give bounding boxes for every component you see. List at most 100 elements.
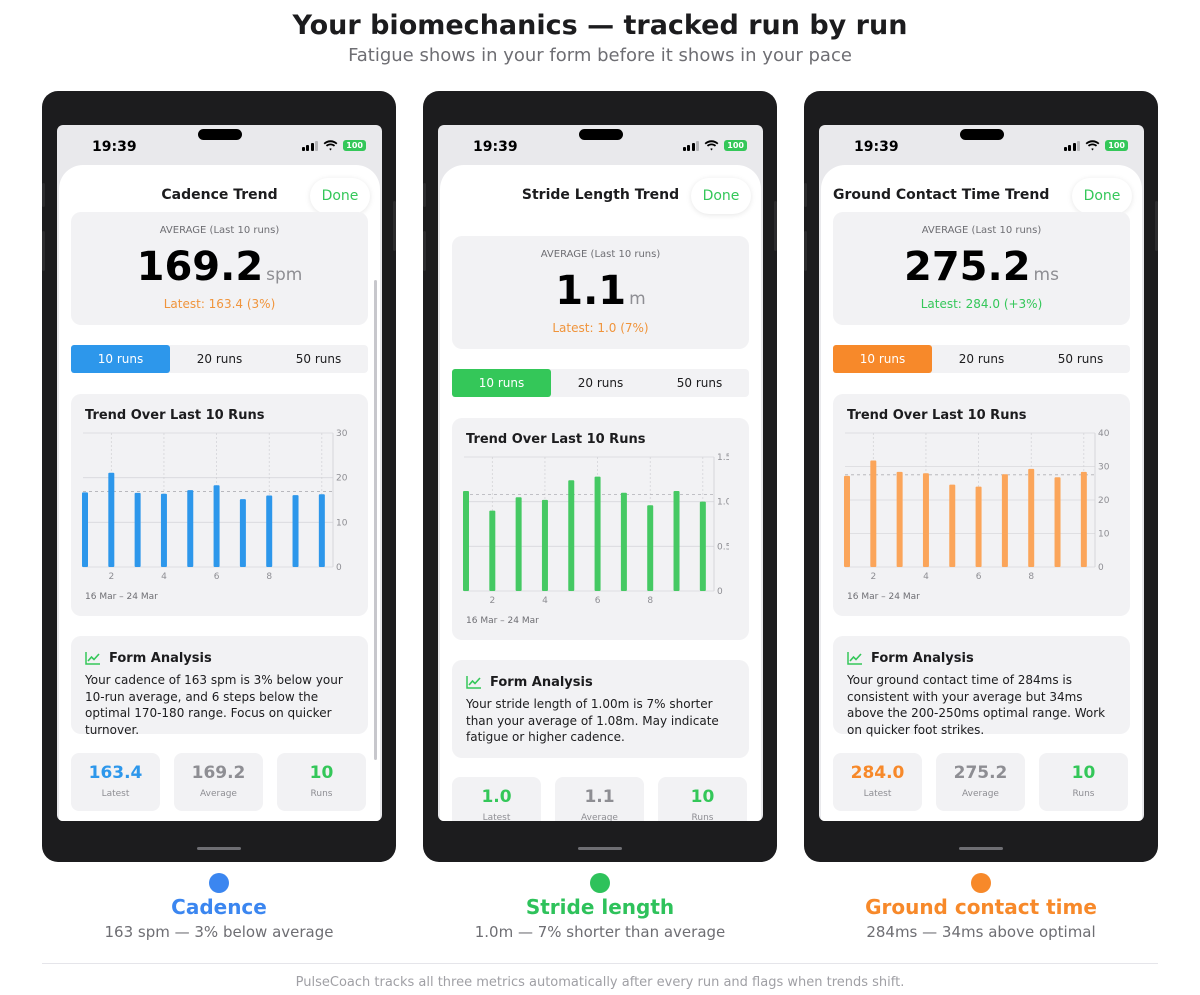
average-value: 1.1 m xyxy=(452,268,749,314)
average-value: 169.2 spm xyxy=(71,244,368,290)
form-analysis-text: Your ground contact time of 284ms is con… xyxy=(847,673,1106,737)
bar-run-10 xyxy=(1080,471,1087,567)
phone-power-button xyxy=(1155,201,1158,251)
footer-divider xyxy=(42,963,1158,964)
cellular-signal-icon xyxy=(682,140,700,151)
x-tick-label: 6 xyxy=(976,572,982,582)
modal-sheet: Stride Length Trend Done AVERAGE (Last 10 … xyxy=(440,165,761,821)
legend-metric-name: Stride length xyxy=(525,895,675,919)
y-tick-label: 200 xyxy=(336,474,348,484)
tab-50-runs[interactable]: 50 runs xyxy=(676,376,723,390)
trend-chart-card: Trend Over Last 10 Runs 0 100 200 300 2 4 6 8 16 … xyxy=(71,394,368,616)
bar-run-5 xyxy=(187,490,194,567)
latest-change: Latest: 284.0 (+3%) xyxy=(920,297,1043,311)
chart-title: Trend Over Last 10 Runs xyxy=(85,408,265,423)
phone-side-button xyxy=(804,183,807,207)
legend-metric-name: Ground contact time xyxy=(865,895,1097,919)
status-bar: 19:39 100 xyxy=(438,125,763,165)
average-card: AVERAGE (Last 10 runs) 169.2 spm Latest: 16… xyxy=(71,212,368,325)
tab-20-runs[interactable]: 20 runs xyxy=(577,376,624,390)
form-analysis-card: Form Analysis Your cadence of 163 spm is … xyxy=(71,636,368,737)
chart-title: Trend Over Last 10 Runs xyxy=(847,408,1027,423)
trend-bar-chart: 0 0.5 1.0 1.5 2 4 6 8 xyxy=(463,453,729,606)
chart-date-range: 16 Mar – 24 Mar xyxy=(847,592,920,602)
tab-10-runs[interactable]: 10 runs xyxy=(833,345,932,373)
stat-value: 169.2 xyxy=(191,763,246,783)
modal-sheet: Cadence Trend Done AVERAGE (Last 10 runs) 1… xyxy=(59,165,380,821)
average-label: AVERAGE (Last 10 runs) xyxy=(921,225,1042,236)
done-button[interactable]: Done xyxy=(691,178,751,214)
battery-icon: 100 xyxy=(1105,140,1128,151)
status-icons: 100 xyxy=(682,140,747,151)
footer-note: PulseCoach tracks all three metrics auto… xyxy=(295,975,905,990)
latest-change: Latest: 1.0 (7%) xyxy=(552,321,649,335)
stat-label: Average xyxy=(200,789,237,799)
trend-bar-chart: 0 100 200 300 400 2 4 6 8 xyxy=(844,429,1110,582)
sheet-title: Stride Length Trend xyxy=(521,187,680,203)
stat-value: 275.2 xyxy=(953,763,1008,783)
tab-10-runs[interactable]: 10 runs xyxy=(452,369,551,397)
x-tick-label: 4 xyxy=(542,596,548,606)
status-time: 19:39 xyxy=(473,139,518,155)
legend-dot xyxy=(971,873,991,893)
tab-20-runs[interactable]: 20 runs xyxy=(958,352,1005,366)
dynamic-island xyxy=(197,129,242,140)
bar-run-3 xyxy=(515,497,522,591)
average-number: 275.2 xyxy=(904,244,1031,290)
x-tick-label: 4 xyxy=(161,572,167,582)
average-label: AVERAGE (Last 10 runs) xyxy=(540,249,661,260)
phone-side-button xyxy=(804,231,807,271)
battery-icon: 100 xyxy=(724,140,747,151)
scroll-indicator[interactable] xyxy=(374,280,377,760)
y-tick-label: 300 xyxy=(1098,463,1110,473)
stat-value: 10 xyxy=(309,763,334,783)
sheet-title: Cadence Trend xyxy=(161,187,278,203)
stat-value: 1.1 xyxy=(584,787,615,807)
bar-run-8 xyxy=(1028,468,1035,567)
trend-chart-icon xyxy=(85,652,100,665)
bar-run-4 xyxy=(541,499,548,591)
bar-run-6 xyxy=(213,485,220,567)
page-headline: Your biomechanics — tracked run by run xyxy=(292,10,908,41)
tab-50-runs[interactable]: 50 runs xyxy=(295,352,342,366)
form-analysis-text: Your cadence of 163 spm is 3% below your… xyxy=(85,673,343,737)
average-unit: spm xyxy=(266,265,303,285)
phone-side-button xyxy=(42,183,45,207)
wifi-icon xyxy=(704,140,719,151)
done-button[interactable]: Done xyxy=(310,178,370,214)
stat-label: Runs xyxy=(310,789,333,799)
average-label: AVERAGE (Last 10 runs) xyxy=(159,225,280,236)
y-tick-label: 1.0 xyxy=(717,498,729,508)
phone-mockup: 19:39 100 Cadence Trend Done AVERAGE (Last 1… xyxy=(42,91,396,862)
y-tick-label: 0.5 xyxy=(717,542,729,552)
average-card: AVERAGE (Last 10 runs) 275.2 ms Latest: 284… xyxy=(833,212,1130,325)
tab-10-runs[interactable]: 10 runs xyxy=(71,345,170,373)
bar-run-7 xyxy=(1001,474,1008,567)
legend-metric-name: Cadence xyxy=(171,895,267,919)
x-tick-label: 2 xyxy=(108,572,114,582)
tab-20-runs[interactable]: 20 runs xyxy=(196,352,243,366)
bar-run-9 xyxy=(292,495,299,567)
status-bar: 19:39 100 xyxy=(819,125,1144,165)
bar-run-8 xyxy=(647,505,654,591)
bar-run-6 xyxy=(594,476,601,591)
bar-run-2 xyxy=(870,460,877,567)
trend-chart-card: Trend Over Last 10 Runs 0 0.5 1.0 1.5 2 4 6 8 16 … xyxy=(452,418,749,640)
bar-run-10 xyxy=(318,494,325,567)
wifi-icon xyxy=(1085,140,1100,151)
stat-label: Latest xyxy=(863,789,892,799)
bar-run-7 xyxy=(620,492,627,591)
trend-bar-chart: 0 100 200 300 2 4 6 8 xyxy=(82,429,348,582)
tab-50-runs[interactable]: 50 runs xyxy=(1057,352,1104,366)
status-icons: 100 xyxy=(1063,140,1128,151)
done-button[interactable]: Done xyxy=(1072,178,1132,214)
y-tick-label: 200 xyxy=(1098,496,1110,506)
bar-run-5 xyxy=(568,480,575,591)
bar-run-4 xyxy=(922,473,929,567)
cellular-signal-icon xyxy=(1063,140,1081,151)
average-unit: m xyxy=(629,289,646,309)
x-tick-label: 8 xyxy=(266,572,272,582)
average-number: 169.2 xyxy=(136,244,264,290)
form-analysis-title: Form Analysis xyxy=(871,651,974,666)
bar-run-3 xyxy=(134,492,141,567)
